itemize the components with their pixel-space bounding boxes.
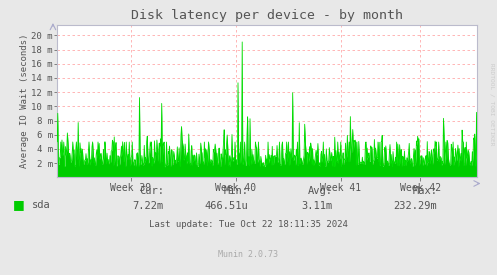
- Text: RRDTOOL / TOBI OETIKER: RRDTOOL / TOBI OETIKER: [490, 63, 495, 146]
- Text: sda: sda: [32, 200, 51, 210]
- Text: Max:: Max:: [413, 186, 437, 196]
- Title: Disk latency per device - by month: Disk latency per device - by month: [131, 9, 403, 22]
- Text: 3.11m: 3.11m: [302, 201, 333, 211]
- Text: 466.51u: 466.51u: [205, 201, 248, 211]
- Text: ■: ■: [12, 198, 24, 211]
- Text: Min:: Min:: [224, 186, 248, 196]
- Text: Munin 2.0.73: Munin 2.0.73: [219, 250, 278, 259]
- Text: Cur:: Cur:: [139, 186, 164, 196]
- Text: Avg:: Avg:: [308, 186, 333, 196]
- Y-axis label: Average IO Wait (seconds): Average IO Wait (seconds): [20, 34, 29, 168]
- Text: 232.29m: 232.29m: [394, 201, 437, 211]
- Text: Last update: Tue Oct 22 18:11:35 2024: Last update: Tue Oct 22 18:11:35 2024: [149, 220, 348, 229]
- Text: 7.22m: 7.22m: [133, 201, 164, 211]
